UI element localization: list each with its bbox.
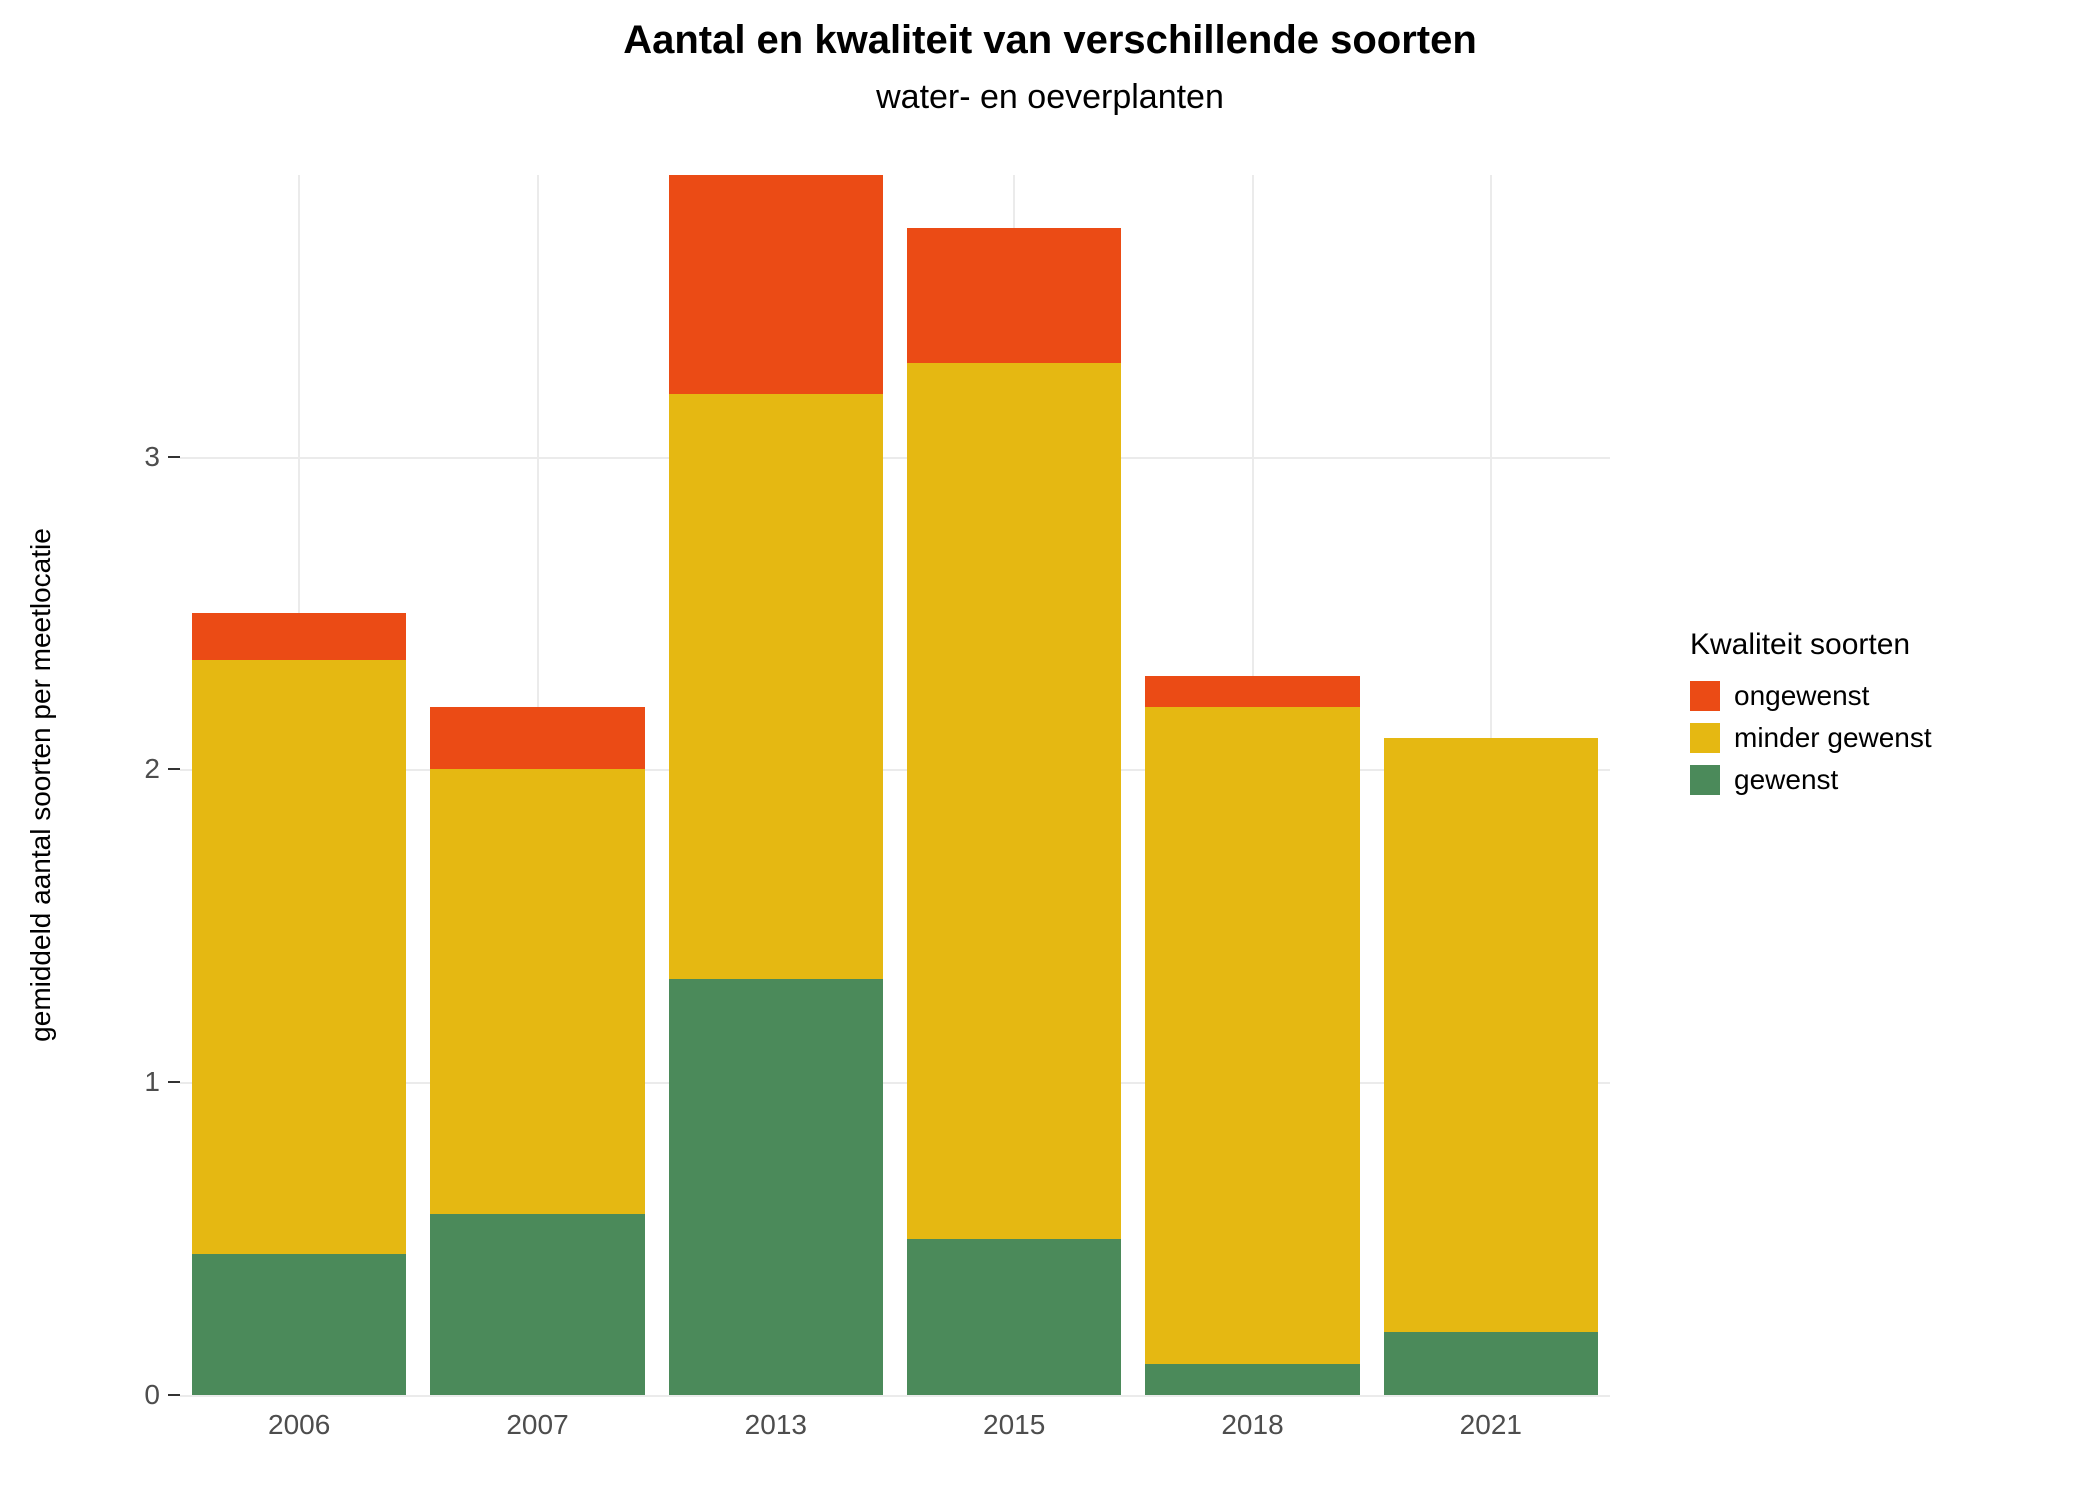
bar-segment-minder_gewenst <box>1384 738 1599 1332</box>
bar-segment-ongewenst <box>430 707 645 770</box>
ylabel-container: gemiddeld aantal soorten per meetlocatie <box>6 175 76 1395</box>
x-tick-label: 2015 <box>983 1409 1045 1441</box>
legend-title: Kwaliteit soorten <box>1690 628 1932 662</box>
legend-swatch <box>1690 681 1720 711</box>
y-tick-label: 2 <box>110 753 160 785</box>
plot-area <box>180 175 1610 1395</box>
x-tick-label: 2021 <box>1460 1409 1522 1441</box>
bar-segment-ongewenst <box>907 228 1122 363</box>
bar-segment-minder_gewenst <box>669 394 884 979</box>
grid-line-horizontal <box>180 1395 1610 1397</box>
bar-segment-ongewenst <box>192 613 407 660</box>
y-tick-mark <box>168 768 180 770</box>
y-tick-mark <box>168 456 180 458</box>
legend-label: ongewenst <box>1734 680 1869 712</box>
bar-segment-minder_gewenst <box>192 660 407 1254</box>
legend-swatch <box>1690 723 1720 753</box>
x-tick-label: 2018 <box>1221 1409 1283 1441</box>
y-tick-label: 0 <box>110 1379 160 1411</box>
bar-segment-gewenst <box>192 1254 407 1395</box>
y-axis-label: gemiddeld aantal soorten per meetlocatie <box>25 528 57 1042</box>
x-tick-label: 2007 <box>506 1409 568 1441</box>
legend-item-minder_gewenst: minder gewenst <box>1690 722 1932 754</box>
bar-segment-minder_gewenst <box>907 363 1122 1239</box>
bar-segment-gewenst <box>907 1239 1122 1395</box>
legend-item-ongewenst: ongewenst <box>1690 680 1932 712</box>
legend-label: minder gewenst <box>1734 722 1932 754</box>
bar-group <box>1145 175 1360 1395</box>
bar-segment-gewenst <box>1145 1364 1360 1395</box>
bar-segment-gewenst <box>1384 1332 1599 1395</box>
bar-segment-gewenst <box>430 1214 645 1395</box>
chart-container: Aantal en kwaliteit van verschillende so… <box>0 0 2100 1500</box>
legend-swatch <box>1690 765 1720 795</box>
legend-label: gewenst <box>1734 764 1838 796</box>
bar-segment-minder_gewenst <box>430 769 645 1213</box>
bar-segment-ongewenst <box>1145 676 1360 707</box>
x-tick-label: 2013 <box>745 1409 807 1441</box>
chart-subtitle: water- en oeverplanten <box>0 78 2100 117</box>
y-tick-label: 3 <box>110 441 160 473</box>
y-tick-label: 1 <box>110 1066 160 1098</box>
bar-group <box>430 175 645 1395</box>
bar-segment-ongewenst <box>669 175 884 394</box>
bar-segment-gewenst <box>669 979 884 1395</box>
bar-group <box>1384 175 1599 1395</box>
y-tick-mark <box>168 1394 180 1396</box>
bar-segment-minder_gewenst <box>1145 707 1360 1364</box>
legend-item-gewenst: gewenst <box>1690 764 1932 796</box>
bar-group <box>907 175 1122 1395</box>
bar-group <box>192 175 407 1395</box>
legend: Kwaliteit soorten ongewenst minder gewens… <box>1690 628 1932 806</box>
y-tick-mark <box>168 1081 180 1083</box>
x-tick-label: 2006 <box>268 1409 330 1441</box>
chart-title: Aantal en kwaliteit van verschillende so… <box>0 18 2100 63</box>
bar-group <box>669 175 884 1395</box>
